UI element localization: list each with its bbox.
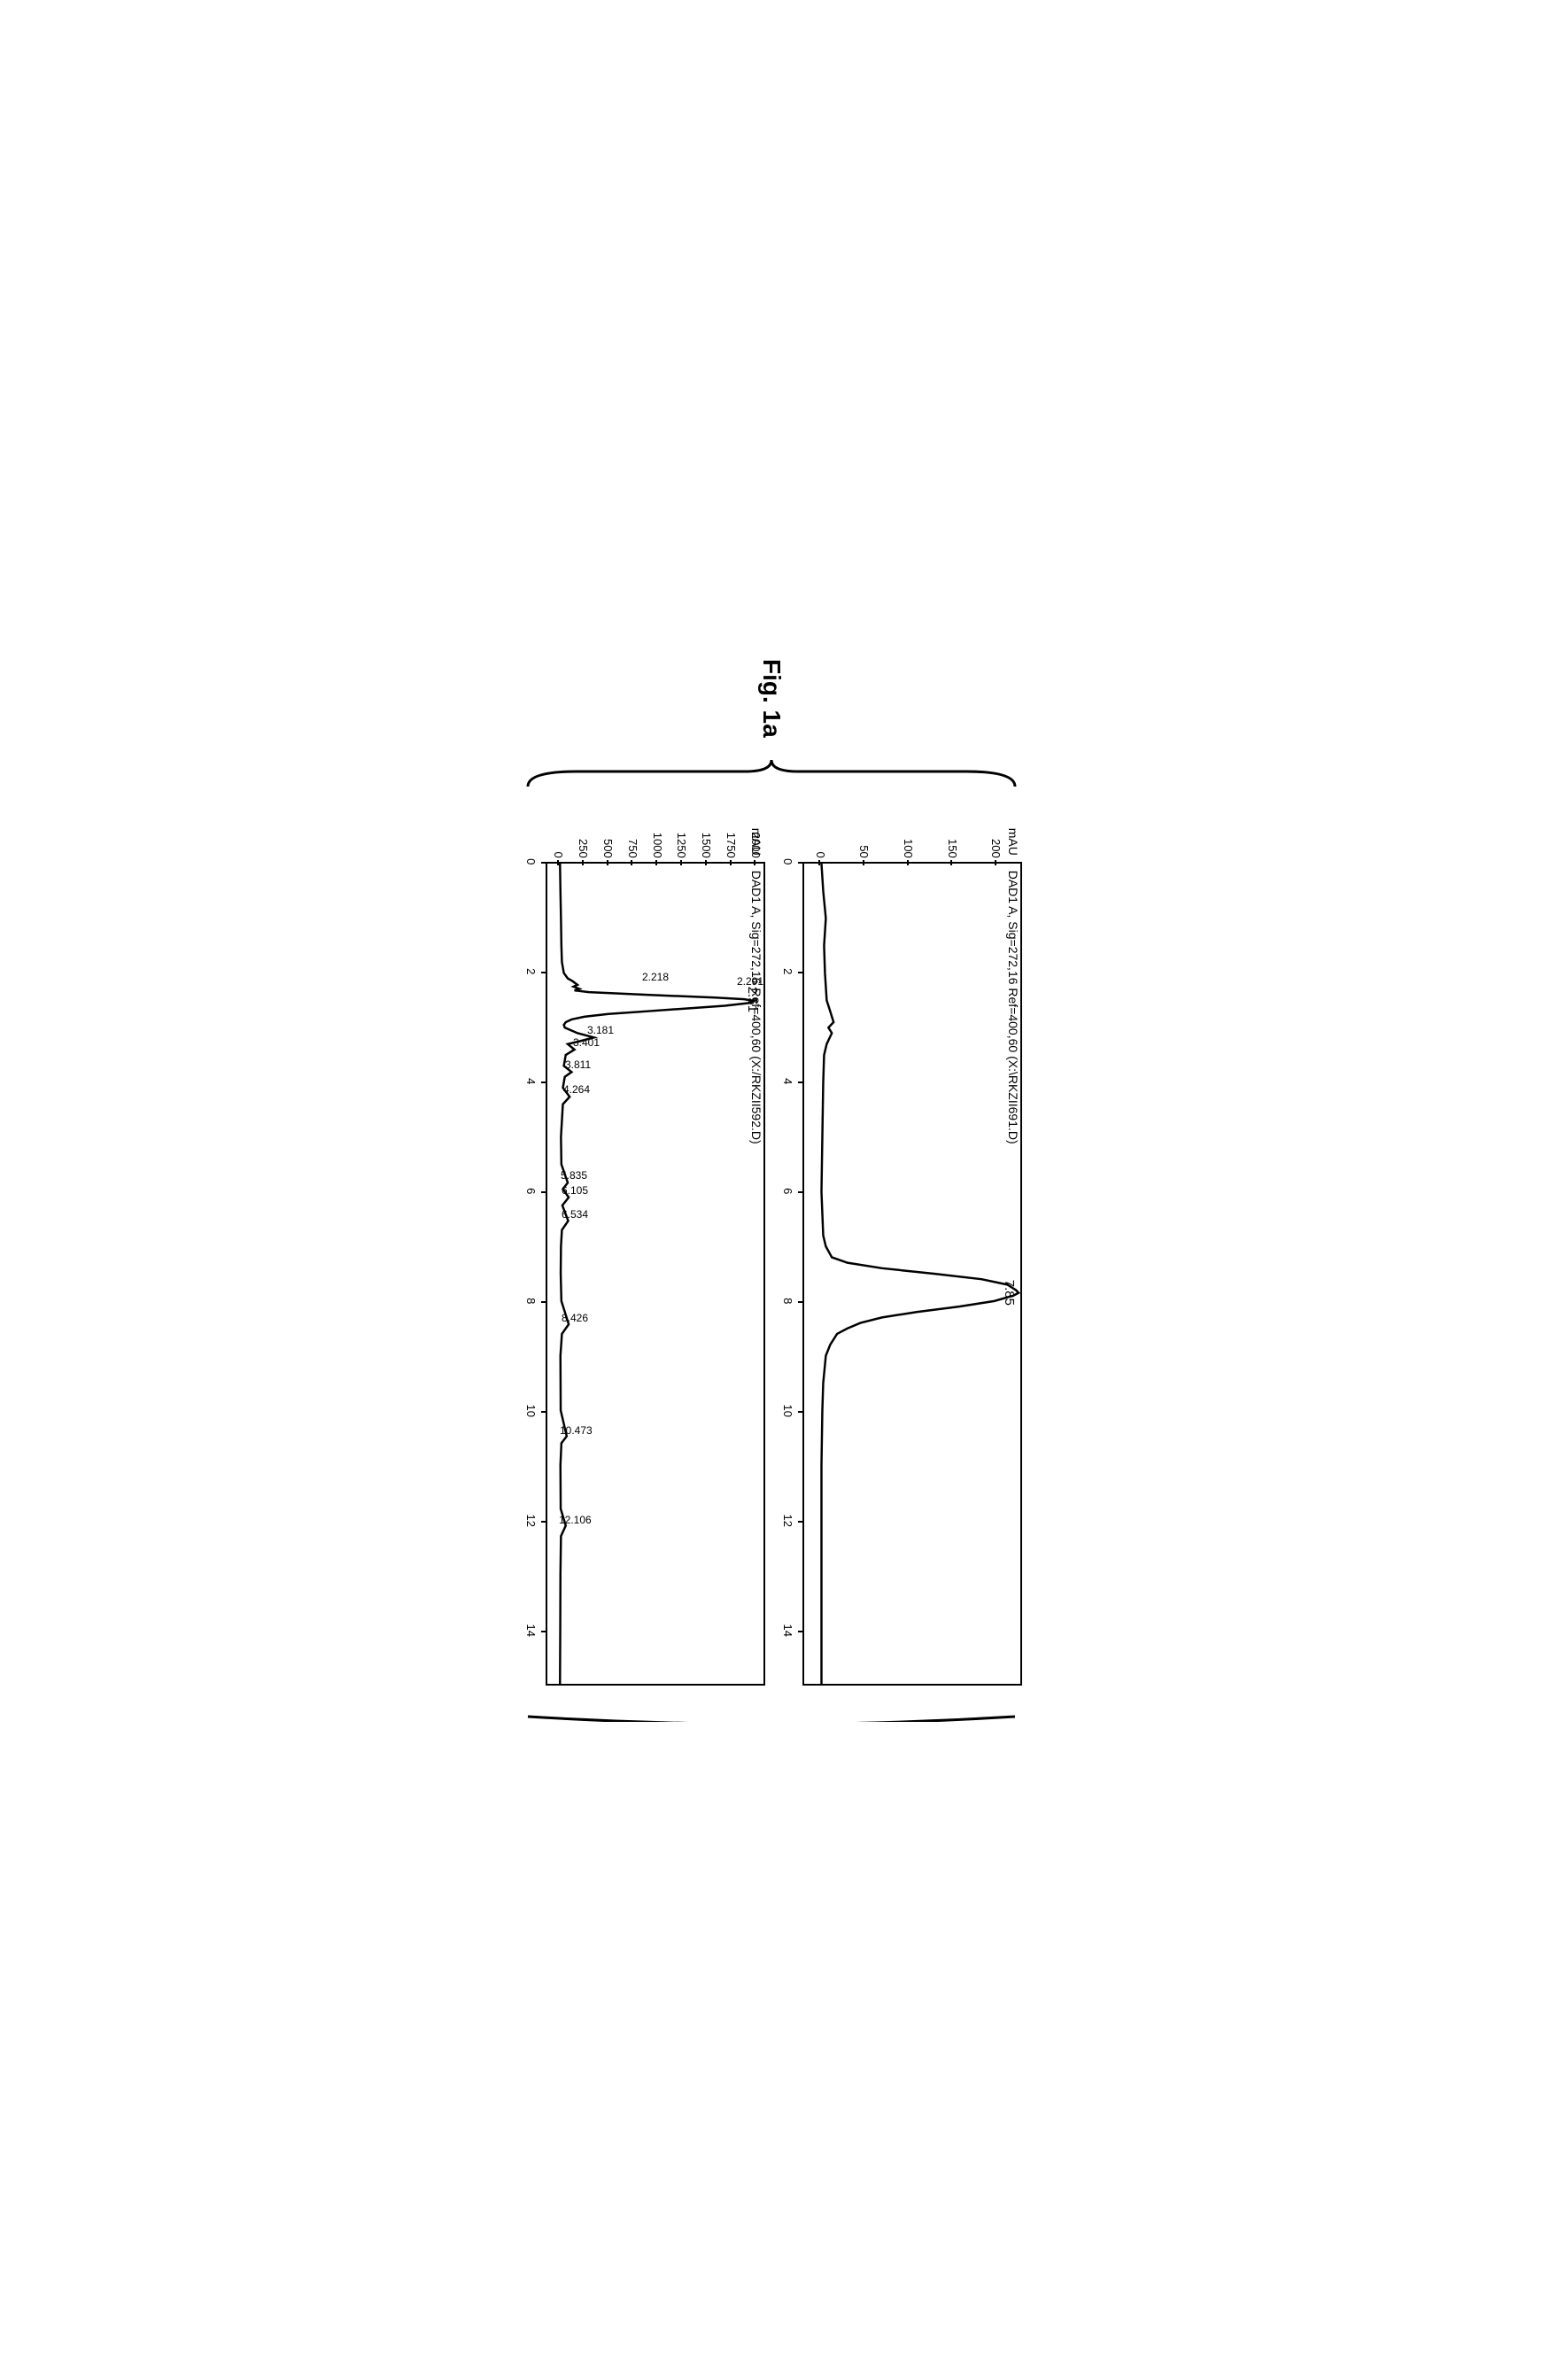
y-tick: 0 xyxy=(552,813,565,857)
x-tick: 0 xyxy=(781,848,794,874)
y-tick: 1500 xyxy=(700,813,713,857)
x-tick: 8 xyxy=(524,1287,538,1314)
x-tick: 12 xyxy=(524,1507,538,1533)
y-tick: 1250 xyxy=(675,813,688,857)
x-tick: 4 xyxy=(781,1067,794,1094)
y-tick: 1750 xyxy=(725,813,738,857)
peak-label: 6.534 xyxy=(561,1207,587,1220)
y-tick: 0 xyxy=(813,813,826,857)
y-tick: 750 xyxy=(625,813,639,857)
chromatogram-chart-b: mAU DAD1 A, Sig=272,16 Ref=400,60 (X:/RK… xyxy=(519,808,767,1694)
y-tick: 100 xyxy=(902,813,915,857)
charts-container: mAU DAD1 A, Sig=272,16 Ref=400,60 (X:\RK… xyxy=(519,808,1024,1694)
peak-label: 3.401 xyxy=(572,1035,599,1048)
x-tick: 6 xyxy=(781,1177,794,1204)
x-tick: 6 xyxy=(524,1177,538,1204)
y-axis-unit: mAU xyxy=(1006,827,1020,855)
y-tick: 200 xyxy=(989,813,1003,857)
peak-label: 10.473 xyxy=(560,1424,593,1437)
peak-label: 6.105 xyxy=(562,1184,588,1197)
peak-label-main: 2.51 xyxy=(745,986,760,1012)
peak-label: 2.218 xyxy=(641,971,668,983)
peak-label-main: 7.85 xyxy=(1002,1279,1017,1305)
curly-brace-icon xyxy=(523,755,1019,790)
peak-label: 3.181 xyxy=(587,1023,614,1035)
peak-label: 3.811 xyxy=(564,1058,590,1070)
y-tick: 150 xyxy=(945,813,958,857)
x-tick: 2 xyxy=(781,957,794,984)
y-tick: 50 xyxy=(857,813,871,857)
peak-label: 2.291 xyxy=(737,974,763,987)
chromatogram-line xyxy=(804,863,1020,1683)
x-tick: 10 xyxy=(781,1397,794,1423)
chromatogram-line xyxy=(547,863,763,1683)
right-paren-icon xyxy=(523,1711,1019,1721)
peak-label: 5.835 xyxy=(561,1169,587,1182)
peak-label: 12.106 xyxy=(559,1514,592,1526)
chromatogram-chart-a: mAU DAD1 A, Sig=272,16 Ref=400,60 (X:\RK… xyxy=(776,808,1024,1694)
x-tick: 12 xyxy=(781,1507,794,1533)
peak-label: 4.264 xyxy=(562,1083,589,1096)
y-tick: 1000 xyxy=(650,813,663,857)
x-tick: 2 xyxy=(524,957,538,984)
x-tick: 14 xyxy=(781,1616,794,1643)
x-tick: 8 xyxy=(781,1287,794,1314)
figure-label: Fig. 1a xyxy=(757,659,786,738)
x-tick: 10 xyxy=(524,1397,538,1423)
figure-panel: Fig. 1a mAU DAD1 A, Sig=272,16 Ref=400,6… xyxy=(519,659,1024,1722)
y-tick: 2000 xyxy=(748,813,762,857)
x-tick: 14 xyxy=(524,1616,538,1643)
y-tick: 500 xyxy=(601,813,615,857)
y-tick: 250 xyxy=(577,813,590,857)
x-tick: 0 xyxy=(524,848,538,874)
peak-label: 8.426 xyxy=(562,1312,588,1324)
plot-area xyxy=(546,861,765,1685)
x-tick: 4 xyxy=(524,1067,538,1094)
plot-area xyxy=(802,861,1022,1685)
brace-wrapper xyxy=(523,755,1019,790)
